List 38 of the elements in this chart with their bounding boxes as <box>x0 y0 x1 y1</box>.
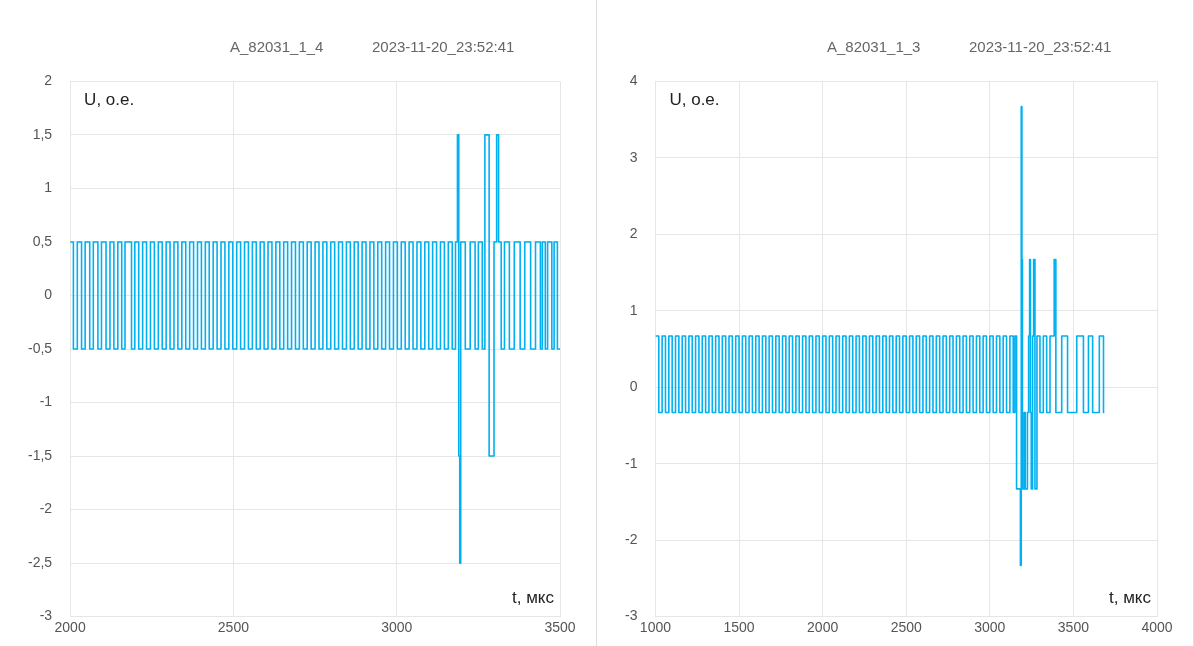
y-tick-label: 1,5 <box>32 125 53 142</box>
y-tick-label: -1 <box>39 393 53 410</box>
x-axis-title: t, мкс <box>1109 587 1152 607</box>
y-tick-label: -0,5 <box>28 339 53 356</box>
y-tick-label: -2 <box>625 531 638 547</box>
y-tick-label: 2 <box>629 225 638 242</box>
x-tick-label: 4000 <box>1141 618 1173 635</box>
y-tick-label: 3 <box>629 148 638 165</box>
x-tick-label: 3500 <box>1057 618 1090 635</box>
x-tick-label: 2500 <box>890 618 922 635</box>
x-tick-label: 3000 <box>381 618 413 635</box>
y-tick-label: -1 <box>625 454 638 471</box>
x-axis-title: t, мкс <box>512 587 555 607</box>
chart-title: A_82031_1_3 <box>827 38 921 55</box>
y-tick-label: -3 <box>39 607 53 624</box>
x-tick-label: 1500 <box>723 618 755 635</box>
y-tick-label: 4 <box>629 72 638 89</box>
x-tick-label: 2000 <box>54 618 86 635</box>
y-tick-label: 2 <box>44 72 53 89</box>
y-tick-label: -2,5 <box>28 553 53 570</box>
x-tick-label: 2500 <box>217 618 250 635</box>
y-axis-title: U, о.е. <box>84 89 135 109</box>
y-tick-label: 1 <box>629 301 638 318</box>
y-tick-label: 0 <box>629 378 638 395</box>
y-tick-label: -3 <box>625 607 638 624</box>
chart-subtitle: 2023-11-20_23:52:41 <box>969 38 1112 55</box>
y-tick-label: -2 <box>39 500 53 517</box>
y-tick-label: 0,5 <box>32 232 53 249</box>
x-tick-label: 3000 <box>974 618 1006 635</box>
y-tick-label: 0 <box>44 286 53 303</box>
y-tick-label: -1,5 <box>28 446 53 463</box>
x-tick-label: 2000 <box>807 618 839 635</box>
x-tick-label: 1000 <box>639 618 672 635</box>
x-tick-label: 3500 <box>544 618 576 635</box>
chart-subtitle: 2023-11-20_23:52:41 <box>372 38 515 55</box>
y-axis-title: U, о.е. <box>669 89 720 109</box>
chart-title: A_82031_1_4 <box>230 38 324 55</box>
y-tick-label: 1 <box>44 179 53 196</box>
